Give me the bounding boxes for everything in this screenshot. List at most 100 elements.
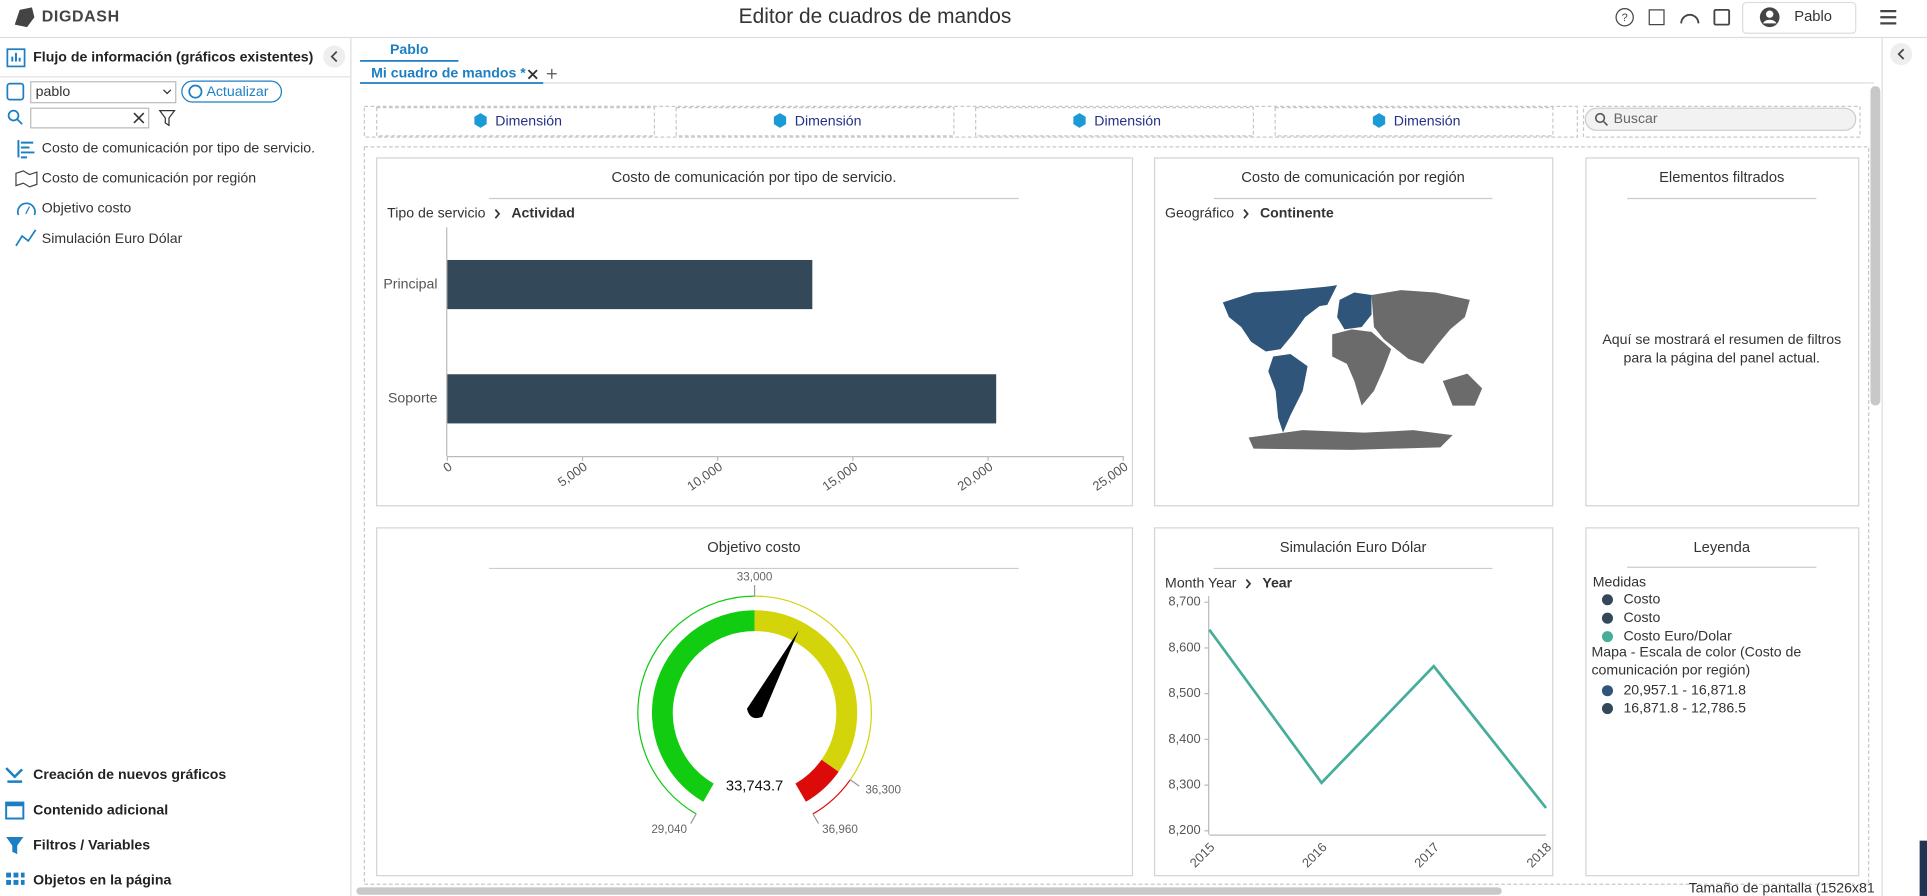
flow-select-icon [6, 82, 25, 101]
gauge-band [652, 610, 755, 802]
gauge-rim [754, 595, 872, 781]
legend-swatch [1601, 685, 1614, 697]
legend-label: Costo Euro/Dolar [1623, 627, 1732, 643]
dimension-label: Dimensión [495, 112, 562, 128]
tick-mark [812, 813, 820, 824]
menu-icon[interactable] [1880, 10, 1897, 25]
gauge-tick-label: 33,000 [737, 571, 773, 584]
gauge-item-icon [17, 202, 36, 216]
refresh-label: Actualizar [206, 83, 268, 99]
clear-icon[interactable] [133, 112, 145, 124]
legend-swatch [1601, 594, 1614, 606]
flow-select[interactable] [30, 81, 177, 104]
legend-swatch [1601, 703, 1614, 715]
sidebar-section[interactable]: Contenido adicional [33, 801, 168, 817]
legend-heading: Medidas [1593, 573, 1646, 589]
legend-label: Costo [1623, 609, 1660, 625]
map-icon [15, 170, 38, 188]
refresh-button[interactable] [181, 80, 283, 103]
cube-icon [1073, 113, 1086, 128]
legend-heading: Mapa - Escala de color (Costo de comunic… [1591, 645, 1802, 679]
widgets-icon[interactable] [1648, 9, 1665, 26]
close-tab[interactable] [527, 69, 538, 80]
y-tick-label: 8,500 [1168, 685, 1200, 700]
help-icon[interactable] [1615, 8, 1634, 27]
line-icon [15, 229, 37, 247]
drill-arrow [1243, 209, 1249, 219]
dimension-filter[interactable] [975, 106, 1255, 137]
bar-panel [376, 157, 1134, 507]
legend-swatch [1601, 631, 1614, 643]
cube-icon [1372, 113, 1386, 128]
drill-level: Actividad [511, 205, 575, 221]
gauge-icon[interactable] [1680, 13, 1700, 24]
tick-mark [849, 779, 860, 787]
filter-panel [1585, 157, 1860, 507]
drill-arrow [494, 209, 501, 219]
y-tick-label: 8,600 [1168, 639, 1200, 654]
tick-mark [690, 813, 697, 824]
dimension-label: Dimensión [1094, 112, 1161, 128]
line-panel [1153, 527, 1554, 877]
logo-icon [14, 7, 35, 28]
chart-title: Simulación Euro Dólar [1280, 540, 1427, 556]
dimension-label: Dimensión [1394, 112, 1461, 128]
dimension-label: Dimensión [795, 112, 862, 128]
right-collapse[interactable] [1890, 43, 1913, 66]
gauge-tick-label: 29,040 [651, 823, 687, 836]
dashboard-tab[interactable]: Mi cuadro de mandos * [371, 65, 526, 81]
y-tick-label: 8,300 [1168, 777, 1200, 792]
bar [447, 374, 997, 424]
svg-text:?: ? [1622, 12, 1628, 24]
line-series [1208, 628, 1548, 809]
vertical-scrollbar[interactable] [1870, 86, 1881, 406]
drill-level: Month Year [1165, 575, 1237, 591]
drill-level: Continente [1260, 205, 1334, 221]
gauge-tick-label: 36,300 [865, 783, 901, 796]
objects-icon [6, 872, 25, 885]
flow-item[interactable]: Costo de comunicación por región [42, 170, 256, 186]
dimension-filter[interactable] [675, 106, 955, 137]
group-tab[interactable]: Pablo [390, 41, 429, 57]
filter-message: Aquí se mostrará el resumen de filtros p… [1602, 333, 1842, 367]
drill-level: Geográfico [1165, 205, 1234, 221]
drill-arrow [1245, 578, 1252, 589]
y-tick-label: 8,700 [1168, 594, 1200, 609]
sidebar-title: Flujo de información (gráficos existente… [33, 49, 313, 65]
sidebar-section[interactable]: Objetos en la página [33, 871, 171, 887]
chart-title: Costo de comunicación por tipo de servic… [611, 170, 896, 186]
panel-title: Elementos filtrados [1659, 170, 1784, 186]
cube-icon [474, 113, 487, 128]
gauge-value: 33,743.7 [726, 778, 783, 794]
sidebar-section[interactable]: Creación de nuevos gráficos [33, 766, 226, 782]
bar [447, 259, 813, 310]
save-icon[interactable] [1713, 8, 1731, 26]
horizontal-scrollbar[interactable] [356, 887, 1502, 895]
search-box[interactable] [1584, 107, 1857, 131]
flow-select-value: pablo [36, 83, 71, 99]
legend-label: 20,957.1 - 16,871.8 [1623, 681, 1746, 697]
flow-item[interactable]: Simulación Euro Dólar [42, 230, 183, 246]
logo: DIGDASH [42, 8, 120, 25]
collapse-button[interactable] [323, 45, 346, 68]
page-title: Editor de cuadros de mandos [739, 5, 1012, 28]
gauge-band [754, 610, 858, 772]
sidebar-section[interactable]: Filtros / Variables [33, 836, 150, 852]
y-tick-label: 8,200 [1168, 822, 1200, 837]
add-tab[interactable] [546, 68, 557, 79]
dimension-filter[interactable] [1274, 106, 1554, 137]
legend-panel [1585, 527, 1860, 877]
flow-item[interactable]: Objetivo costo [42, 200, 132, 216]
y-tick-label: Principal [383, 275, 437, 291]
legend-swatch [1601, 612, 1614, 624]
search-placeholder: Buscar [1614, 110, 1658, 126]
world-map [1222, 285, 1483, 450]
flow-search-input[interactable] [30, 107, 150, 129]
flow-icon [6, 48, 26, 68]
gauge-tick-label: 36,960 [822, 823, 858, 836]
create-icon [5, 767, 23, 783]
chart-title: Objetivo costo [707, 540, 800, 556]
legend-label: 16,871.8 - 12,786.5 [1623, 699, 1746, 715]
flow-item[interactable]: Costo de comunicación por tipo de servic… [42, 139, 315, 155]
filter-icon[interactable] [158, 110, 176, 127]
